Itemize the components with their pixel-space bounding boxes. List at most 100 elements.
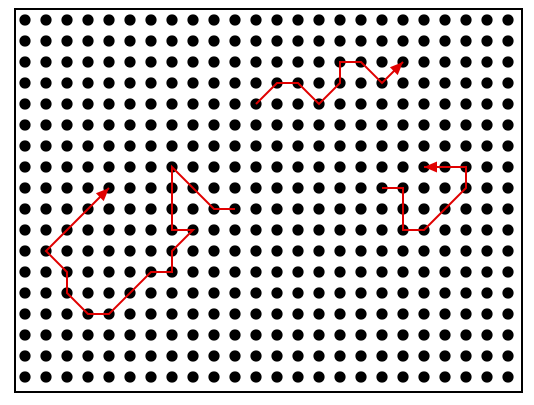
grid-dot [145,371,157,383]
grid-dot [166,14,178,26]
grid-dot [376,140,388,152]
grid-dot [250,140,262,152]
grid-dot [166,98,178,110]
grid-dot [103,119,115,131]
grid-dot [271,224,283,236]
grid-dot [334,203,346,215]
arrowhead-2 [95,188,109,202]
grid-dot [418,119,430,131]
grid-dot [124,119,136,131]
grid-dot [145,77,157,89]
grid-dot [40,77,52,89]
grid-dot [145,161,157,173]
grid-dot [460,203,472,215]
grid-dot [187,56,199,68]
grid-dot [376,56,388,68]
grid-dot [145,308,157,320]
grid-dot [334,140,346,152]
grid-dot [229,161,241,173]
grid-dot [397,35,409,47]
arrowhead-1 [389,62,403,76]
grid-dot [19,371,31,383]
grid-dot [334,98,346,110]
path-line-1 [255,61,404,106]
grid-dot [376,161,388,173]
grid-dot [208,308,220,320]
grid-dot [40,224,52,236]
grid-dot [397,161,409,173]
grid-dot [124,308,136,320]
grid-dot [229,287,241,299]
grid-dot [229,350,241,362]
grid-dot [502,287,514,299]
grid-dot [502,77,514,89]
grid-dot [145,35,157,47]
grid-dot [124,161,136,173]
grid-dot [418,56,430,68]
grid-dot [229,182,241,194]
grid-dot [334,266,346,278]
grid-dot [187,287,199,299]
grid-dot [292,329,304,341]
grid-dot [82,119,94,131]
grid-dot [229,14,241,26]
grid-dot [313,14,325,26]
grid-dot [355,182,367,194]
grid-dot [124,203,136,215]
grid-dot [40,35,52,47]
grid-dot [376,371,388,383]
grid-dot [460,98,472,110]
grid-dot [292,14,304,26]
grid-dot [271,329,283,341]
grid-dot [376,98,388,110]
grid-dot [481,245,493,257]
grid-dot [82,287,94,299]
grid-dot [313,266,325,278]
grid-dot [208,371,220,383]
path-layer [44,61,467,315]
grid-dot [481,308,493,320]
grid-dot [19,224,31,236]
grid-dot [313,308,325,320]
grid-dot [418,35,430,47]
grid-dot [166,287,178,299]
grid-dot [145,98,157,110]
grid-dot [502,56,514,68]
grid-dot [481,371,493,383]
grid-dot [292,35,304,47]
grid-dot [460,56,472,68]
path-line-3 [382,166,467,231]
grid-dot [187,371,199,383]
grid-dot [40,56,52,68]
grid-dot [229,329,241,341]
grid-dot [481,77,493,89]
grid-dot [271,56,283,68]
grid-dot [271,371,283,383]
dot-grid [19,14,514,383]
grid-dot [355,287,367,299]
grid-dot [40,329,52,341]
grid-dot [250,203,262,215]
grid-dot [229,35,241,47]
grid-dot [355,119,367,131]
grid-dot [271,245,283,257]
grid-dot [82,245,94,257]
grid-dot [124,35,136,47]
grid-dot [439,140,451,152]
grid-dot [292,119,304,131]
grid-dot [40,203,52,215]
grid-dot [124,245,136,257]
grid-dot [19,329,31,341]
grid-dot [61,245,73,257]
grid-dot [229,119,241,131]
grid-dot [103,14,115,26]
grid-dot [481,224,493,236]
grid-dot [208,161,220,173]
grid-dot [355,266,367,278]
grid-dot [397,371,409,383]
grid-dot [82,14,94,26]
grid-dot [208,119,220,131]
grid-dot [376,308,388,320]
grid-dot [481,350,493,362]
grid-dot [460,371,472,383]
